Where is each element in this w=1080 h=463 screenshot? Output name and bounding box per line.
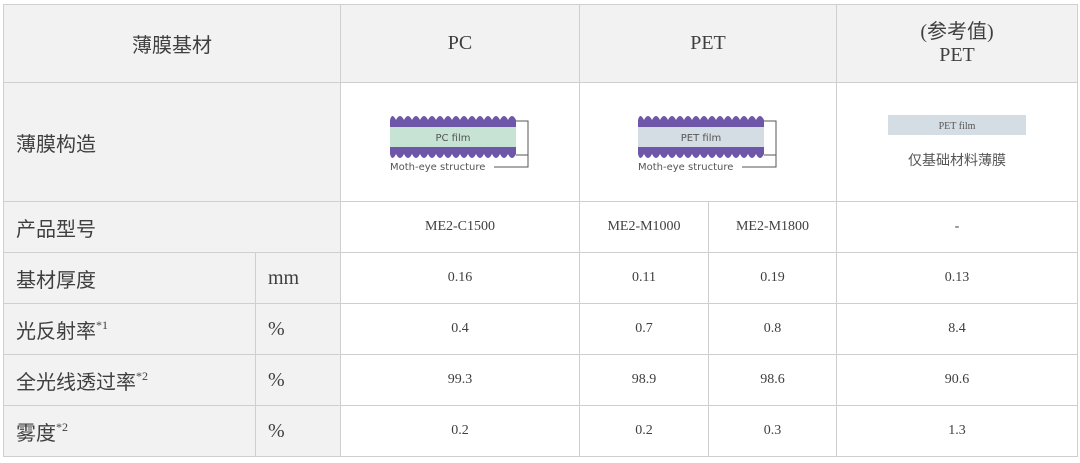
header-row: 薄膜基材 PC PET (参考值) PET [3, 4, 1078, 83]
header-reference-pet: PET [939, 43, 975, 66]
row-label: 雾度*2 [3, 405, 256, 457]
bottom-moth-eye-bumps [390, 147, 516, 158]
reference-value: - [836, 201, 1078, 253]
pet2-value: 0.3 [708, 405, 837, 457]
footnote-marker: *2 [136, 368, 148, 383]
pc-value: 99.3 [340, 354, 580, 406]
pet-film-layer [638, 127, 764, 147]
row-unit: % [255, 354, 341, 406]
row-label: 光反射率*1 [3, 303, 256, 355]
row-label: 基材厚度 [3, 252, 256, 304]
reference-note: 仅基础材料薄膜 [908, 154, 1006, 169]
row-label-text: 全光线透过率 [16, 371, 136, 394]
table-row: 雾度*2 % 0.2 0.2 0.3 1.3 [3, 405, 1078, 457]
structure-row: 薄膜构造 PC film Moth-eye structure [3, 82, 1078, 202]
pet1-value: ME2-M1000 [579, 201, 709, 253]
row-label-text: 基材厚度 [16, 269, 96, 292]
pet2-value: 0.19 [708, 252, 837, 304]
row-label: 全光线透过率*2 [3, 354, 256, 406]
reference-value: 90.6 [836, 354, 1078, 406]
pet-structure-diagram: PET film Moth-eye structure [638, 116, 777, 173]
footnote-marker: *1 [96, 317, 108, 332]
pet1-value: 0.11 [579, 252, 709, 304]
footnote-marker: *2 [56, 419, 68, 434]
bottom-moth-eye-bumps [638, 147, 764, 158]
moth-eye-label: Moth-eye structure [390, 162, 485, 173]
pet1-value: 98.9 [579, 354, 709, 406]
pet2-value: 98.6 [708, 354, 837, 406]
spec-table: 薄膜基材 PC PET (参考值) PET 薄膜构造 PC film Moth-… [3, 4, 1078, 457]
structure-label: 薄膜构造 [3, 82, 341, 202]
pc-value: 0.4 [340, 303, 580, 355]
header-substrate: 薄膜基材 [3, 4, 341, 83]
row-label: 产品型号 [3, 201, 341, 253]
row-unit: % [255, 405, 341, 457]
pet-film-label: PET film [681, 133, 721, 144]
reference-film-layer [888, 115, 1026, 135]
reference-structure-cell: PET film 仅基础材料薄膜 [836, 82, 1078, 202]
moth-eye-label: Moth-eye structure [638, 162, 733, 173]
reference-value: 0.13 [836, 252, 1078, 304]
pc-film-label: PC film [435, 133, 470, 144]
pc-film-layer [390, 127, 516, 147]
row-label-text: 雾度 [16, 422, 56, 445]
top-moth-eye-bumps [390, 116, 516, 127]
pc-structure-cell: PC film Moth-eye structure [340, 82, 580, 202]
table-row: 全光线透过率*2 % 99.3 98.9 98.6 90.6 [3, 354, 1078, 406]
reference-film-diagram: PET film [888, 115, 1026, 135]
row-unit: % [255, 303, 341, 355]
moth-eye-leader-line [494, 120, 529, 168]
pc-value: 0.2 [340, 405, 580, 457]
top-moth-eye-bumps [638, 116, 764, 127]
reference-value: 1.3 [836, 405, 1078, 457]
table-row: 光反射率*1 % 0.4 0.7 0.8 8.4 [3, 303, 1078, 355]
header-pet: PET [579, 4, 837, 83]
table-row: 基材厚度 mm 0.16 0.11 0.19 0.13 [3, 252, 1078, 304]
table-row: 产品型号 ME2-C1500 ME2-M1000 ME2-M1800 - [3, 201, 1078, 253]
reference-film-label: PET film [939, 121, 976, 132]
header-pc: PC [340, 4, 580, 83]
reference-value: 8.4 [836, 303, 1078, 355]
pet-structure-cell: PET film Moth-eye structure [579, 82, 837, 202]
row-unit: mm [255, 252, 341, 304]
pet1-value: 0.7 [579, 303, 709, 355]
header-reference: (参考值) PET [836, 4, 1078, 83]
pet2-value: ME2-M1800 [708, 201, 837, 253]
row-label-text: 光反射率 [16, 320, 96, 343]
moth-eye-leader-line [742, 120, 777, 168]
pc-value: 0.16 [340, 252, 580, 304]
pet2-value: 0.8 [708, 303, 837, 355]
pet1-value: 0.2 [579, 405, 709, 457]
pc-structure-diagram: PC film Moth-eye structure [390, 116, 529, 173]
pc-value: ME2-C1500 [340, 201, 580, 253]
header-reference-note: (参考值) [920, 20, 994, 43]
